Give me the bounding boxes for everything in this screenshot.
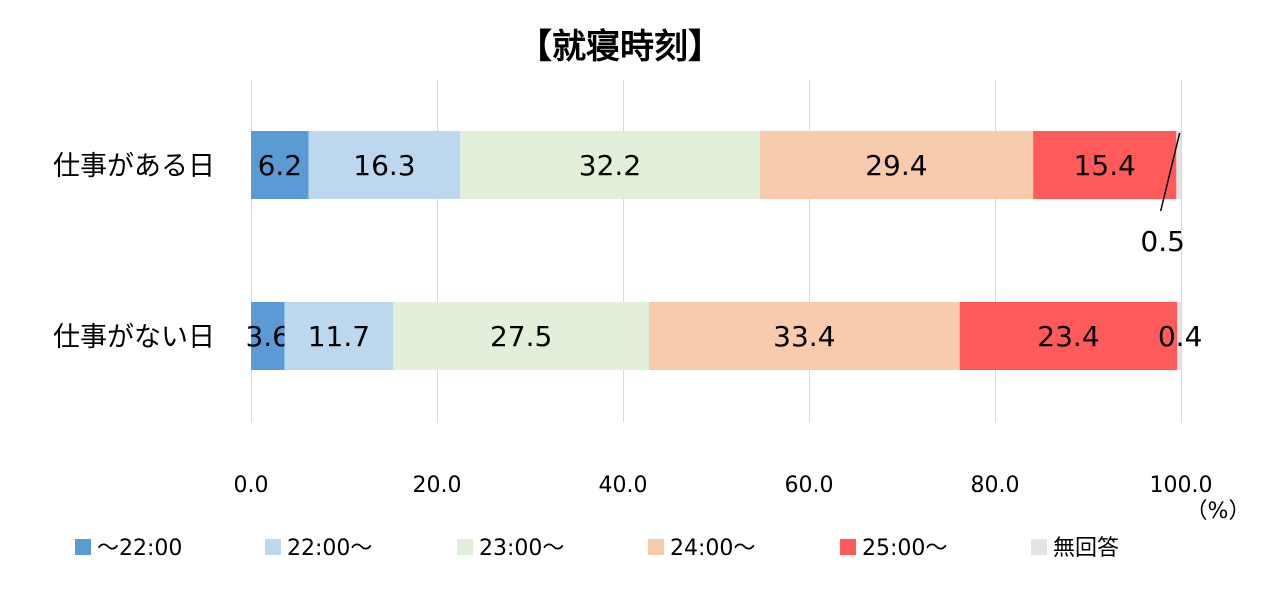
data-label-1-4: 23.4 — [1037, 320, 1099, 353]
x-tick-label-5: 100.0 — [1150, 473, 1213, 498]
legend-swatch-4 — [840, 539, 856, 555]
data-label-0-4: 15.4 — [1074, 149, 1136, 182]
data-label-0-1: 16.3 — [353, 149, 415, 182]
data-label-1-1: 11.7 — [308, 320, 370, 353]
bar-segment-1-3 — [649, 302, 960, 370]
bar-segment-0-4 — [1033, 131, 1177, 199]
legend-label-4: 25:00～ — [862, 536, 947, 561]
bar-segment-0-0 — [251, 131, 309, 199]
chart-title: 【就寝時刻】 — [518, 27, 722, 67]
x-tick-label-4: 80.0 — [971, 473, 1020, 498]
legend-label-1: 22:00～ — [287, 536, 372, 561]
legend-swatch-0 — [75, 539, 91, 555]
x-tick-label-2: 40.0 — [599, 473, 648, 498]
legend-label-2: 23:00～ — [479, 536, 564, 561]
x-axis-unit-label: （%） — [1186, 499, 1251, 524]
category-label-0: 仕事がある日 — [53, 151, 215, 182]
x-tick-label-1: 20.0 — [413, 473, 462, 498]
x-axis-ticks: 0.0 20.0 40.0 60.0 80.0 100.0 — [234, 473, 1213, 498]
bar-segment-1-1 — [284, 302, 394, 370]
data-label-1-3: 33.4 — [773, 320, 835, 353]
legend: ～22:00 22:00～ 23:00～ 24:00～ 25:00～ 無回答 — [75, 536, 1119, 561]
legend-swatch-5 — [1031, 539, 1047, 555]
leader-line-0 — [1159, 132, 1181, 212]
bar-segment-1-0 — [251, 302, 285, 370]
data-label-0-3: 29.4 — [865, 149, 927, 182]
bar-segment-0-3 — [759, 131, 1034, 199]
legend-swatch-1 — [265, 539, 281, 555]
x-tick-label-0: 0.0 — [234, 473, 269, 498]
category-label-1: 仕事がない日 — [53, 322, 215, 353]
data-label-1-2: 27.5 — [490, 320, 552, 353]
legend-label-3: 24:00～ — [670, 536, 755, 561]
data-label-1-0: 3.6 — [245, 320, 290, 353]
data-label-0-5: 0.5 — [1140, 225, 1185, 258]
legend-swatch-3 — [648, 539, 664, 555]
data-label-0-0: 6.2 — [258, 149, 303, 182]
bar-segment-1-2 — [393, 302, 650, 370]
bars: 6.2 16.3 32.2 29.4 15.4 0.5 3.6 11.7 27.5 33.4 23.… — [245, 131, 1202, 370]
bar-segment-1-4 — [959, 302, 1178, 370]
bar-segment-0-1 — [308, 131, 461, 199]
legend-label-0: ～22:00 — [97, 536, 182, 561]
legend-swatch-2 — [457, 539, 473, 555]
bar-segment-0-5 — [1176, 131, 1181, 199]
x-tick-label-3: 60.0 — [785, 473, 834, 498]
data-label-1-5: 0.4 — [1158, 320, 1203, 353]
data-label-0-2: 32.2 — [579, 149, 641, 182]
bar-segment-0-2 — [460, 131, 760, 199]
bar-segment-1-5 — [1177, 302, 1181, 370]
legend-label-5: 無回答 — [1053, 536, 1119, 561]
